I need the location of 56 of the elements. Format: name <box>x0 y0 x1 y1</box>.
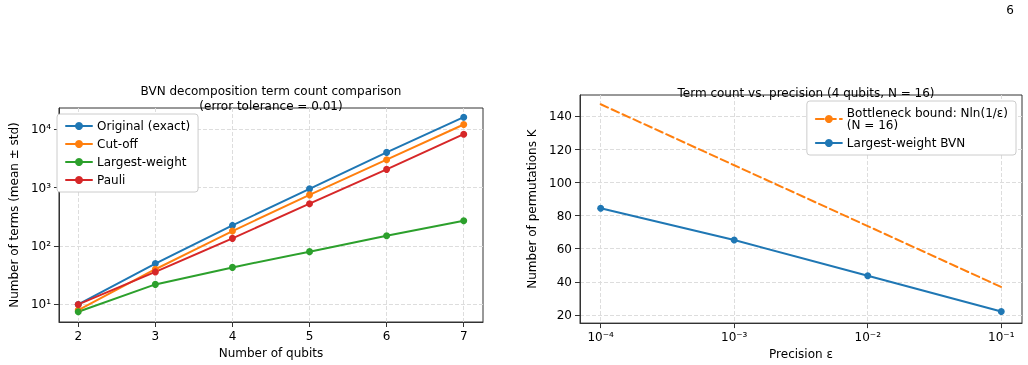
x-tick-label: 10⁻² <box>854 330 882 345</box>
point <box>864 272 872 280</box>
point <box>151 260 159 268</box>
point <box>228 263 236 271</box>
legend-label: Largest-weight <box>97 155 187 169</box>
chart-title: Term count vs. precision (4 qubits, N = 16) <box>676 85 935 100</box>
point <box>383 165 391 173</box>
x-tick-label: 3 <box>151 329 160 343</box>
x-tick-label: 10⁻¹ <box>988 330 1015 345</box>
point <box>383 232 391 240</box>
y-tick-label: 100 <box>549 175 572 190</box>
y-tick-label: 140 <box>549 109 572 124</box>
y-tick-label: 40 <box>556 274 572 289</box>
point <box>730 236 738 244</box>
point <box>460 130 468 138</box>
point <box>306 191 314 199</box>
y-tick-label: 10³ <box>30 180 52 195</box>
x-tick-label: 6 <box>382 329 391 343</box>
x-tick-label: 10⁻³ <box>721 330 748 345</box>
legend-label: Largest-weight BVN <box>846 136 966 150</box>
point <box>306 185 314 193</box>
x-tick-label: 4 <box>228 329 237 343</box>
legend-label: Pauli <box>97 173 126 187</box>
point <box>306 200 314 208</box>
point <box>383 148 391 156</box>
y-tick-label: 10⁴ <box>30 122 52 137</box>
point <box>460 217 468 225</box>
y-tick-label: 60 <box>556 241 572 256</box>
point <box>460 121 468 129</box>
legend-label: Bottleneck bound: Nln(1/ε) (N = 16) <box>846 106 1008 132</box>
y-tick-label: 10¹ <box>30 297 52 312</box>
y-tick-label: 80 <box>556 208 572 223</box>
point <box>383 156 391 164</box>
point <box>597 204 605 212</box>
y-tick-label: 20 <box>556 307 572 322</box>
y-axis-title: Number of permutations K <box>525 128 540 289</box>
x-tick-label: 5 <box>305 329 314 343</box>
point <box>151 280 159 288</box>
legend-label: Cut-off <box>97 137 139 151</box>
y-tick-label: 10² <box>30 238 52 253</box>
y-tick-label: 120 <box>549 142 572 157</box>
y-axis-title: Number of terms (mean ± std) <box>7 122 21 308</box>
point <box>460 113 468 121</box>
point <box>228 227 236 235</box>
x-tick-label: 10⁻⁴ <box>587 330 615 345</box>
x-tick-label: 2 <box>74 329 83 343</box>
x-axis-title: Precision ε <box>769 347 833 361</box>
point <box>228 221 236 229</box>
x-tick-label: 7 <box>459 329 468 343</box>
x-axis-title: Number of qubits <box>218 345 324 360</box>
text: 6 <box>1006 3 1015 17</box>
point <box>306 248 314 256</box>
point <box>228 234 236 242</box>
legend-label: Original (exact) <box>97 119 191 133</box>
point <box>997 308 1005 316</box>
chart-title: BVN decomposition term count comparison (error tolerance = 0.01) <box>140 83 402 113</box>
